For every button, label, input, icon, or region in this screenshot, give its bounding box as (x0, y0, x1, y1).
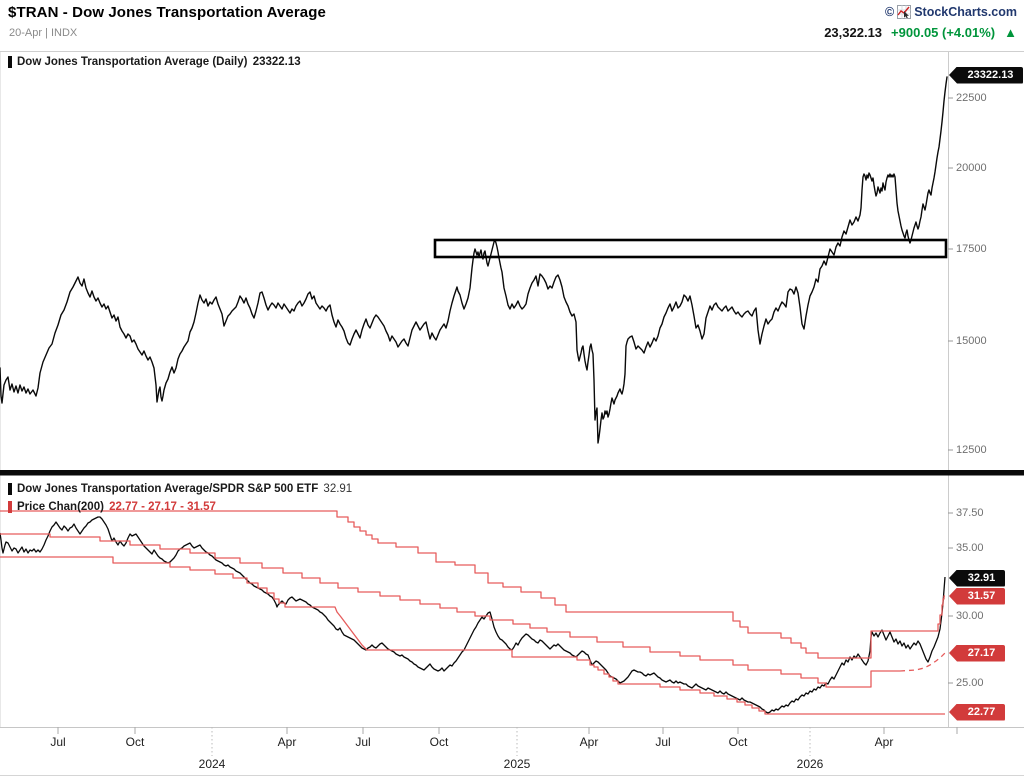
price-channel-values: 22.77 - 27.17 - 31.57 (109, 501, 216, 513)
last-price: 23,322.13 (824, 25, 883, 40)
xaxis-month-label: Oct (125, 735, 145, 749)
yaxis-label-bottom: 37.50 (956, 507, 984, 519)
legend-marker-red (8, 501, 12, 513)
ratio-legend: Dow Jones Transportation Average/SPDR S&… (8, 483, 352, 495)
xaxis-month-label: Jul (655, 735, 671, 749)
top-legend-value: 23322.13 (252, 56, 301, 68)
ratio-legend-label: Dow Jones Transportation Average/SPDR S&… (17, 483, 319, 495)
stockcharts-brand[interactable]: © StockCharts.com (885, 5, 1017, 19)
legend-marker-black (8, 56, 12, 68)
yaxis-tick-marks (948, 97, 953, 684)
price-tag-32.91: 32.91 (949, 569, 1005, 587)
price-channel-lower-line (0, 556, 945, 715)
xaxis-year-label: 2025 (503, 757, 531, 771)
price-change: +900.05 (+4.01%) (891, 25, 996, 40)
ratio-line (0, 516, 946, 714)
price-channel-mid-line (0, 533, 900, 688)
price-tag-27.17: 27.17 (949, 644, 1005, 662)
xaxis-month-label: Apr (579, 735, 599, 749)
price-tag-31.57: 31.57 (949, 587, 1005, 605)
xaxis-year-label: 2024 (198, 757, 226, 771)
month-tick-marks (57, 727, 958, 734)
page-title: $TRAN - Dow Jones Transportation Average (8, 4, 326, 21)
xaxis-month-label: Jul (50, 735, 66, 749)
price-channel-label: Price Chan(200) (17, 501, 104, 513)
price-channel-mid-dashed-line (899, 652, 946, 672)
price-tag-22.77: 22.77 (949, 703, 1005, 721)
copyright-symbol: © (884, 5, 895, 19)
year-tick-marks (211, 727, 811, 756)
price-line-tran (0, 76, 948, 444)
legend-marker-black (8, 483, 12, 495)
yaxis-label-top: 17500 (956, 243, 987, 255)
date-exchange-label: 20-Apr | INDX (9, 27, 78, 39)
quote-summary: 23,322.13 +900.05 (+4.01%) ▲ (824, 25, 1017, 40)
xaxis-month-label: Oct (429, 735, 449, 749)
yaxis-label-top: 22500 (956, 92, 987, 104)
price-channel-legend: Price Chan(200) 22.77 - 27.17 - 31.57 (8, 501, 216, 513)
resistance-annotation-box (433, 238, 948, 259)
price-channel-upper-line (0, 510, 945, 659)
xaxis-year-label: 2026 (796, 757, 824, 771)
yaxis-label-bottom: 30.00 (956, 610, 984, 622)
yaxis-label-top: 12500 (956, 444, 987, 456)
up-triangle-icon: ▲ (1004, 25, 1017, 40)
yaxis-label-top: 20000 (956, 162, 987, 174)
xaxis-month-label: Apr (277, 735, 297, 749)
top-legend-label: Dow Jones Transportation Average (Daily) (17, 56, 248, 68)
last-price-tag: 23322.13 (949, 66, 1023, 84)
xaxis-month-label: Jul (355, 735, 371, 749)
xaxis-month-label: Apr (874, 735, 894, 749)
ratio-legend-value: 32.91 (323, 483, 353, 495)
brand-text: StockCharts.com (914, 5, 1017, 19)
top-panel-legend: Dow Jones Transportation Average (Daily)… (8, 56, 301, 68)
xaxis-month-label: Oct (728, 735, 748, 749)
yaxis-label-bottom: 25.00 (956, 677, 984, 689)
stockcharts-logo-icon (897, 5, 912, 19)
panel-divider (0, 470, 1024, 476)
yaxis-label-bottom: 35.00 (956, 542, 984, 554)
yaxis-label-top: 15000 (956, 335, 987, 347)
